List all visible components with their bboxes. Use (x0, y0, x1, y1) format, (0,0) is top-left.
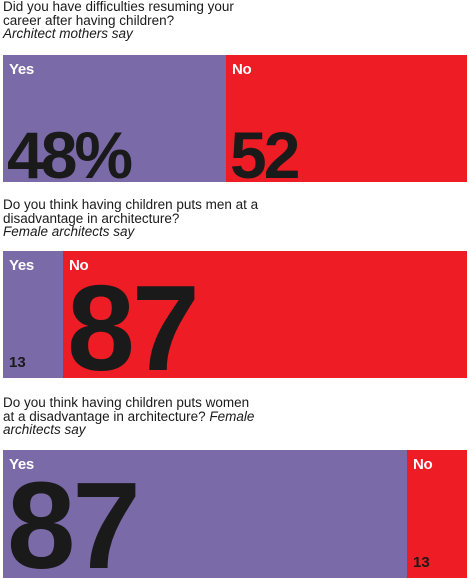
question-2: Do you think having children puts men at… (3, 198, 278, 239)
segment-value: 87 (67, 259, 200, 378)
segment-value: 87 (7, 458, 141, 578)
question-1: Did you have difficulties resuming your … (3, 0, 248, 41)
segment-value: 48% (7, 117, 133, 182)
bar-chart-2: Yes 13 No 87 (3, 251, 467, 378)
segment-value: 13 (413, 554, 430, 571)
bar-segment-yes: Yes 13 (3, 251, 63, 378)
segment-value: 13 (9, 354, 26, 371)
segment-value: 52 (230, 117, 300, 182)
question-3: Do you think having children puts women … (3, 396, 263, 437)
segment-label: Yes (9, 257, 34, 274)
question-1-attribution: Architect mothers say (3, 26, 133, 41)
segment-label: Yes (9, 456, 34, 473)
bar-segment-no: No 13 (407, 450, 467, 578)
bar-segment-no: No 52 (226, 55, 467, 182)
bar-segment-yes: Yes 48% (3, 55, 226, 182)
bar-segment-yes: Yes 87 (3, 450, 407, 578)
segment-label: Yes (9, 61, 34, 78)
question-3-attribution: Female architects say (3, 408, 255, 437)
bar-segment-no: No 87 (63, 251, 467, 378)
segment-label: No (413, 456, 433, 473)
segment-label: No (232, 61, 252, 78)
segment-label: No (69, 257, 89, 274)
question-3-text: Do you think having children puts women … (3, 395, 250, 424)
bar-chart-1: Yes 48% No 52 (3, 55, 467, 182)
question-1-text: Did you have difficulties resuming your … (3, 0, 234, 28)
question-2-text: Do you think having children puts men at… (3, 197, 259, 226)
question-2-attribution: Female architects say (3, 224, 135, 239)
bar-chart-3: Yes 87 No 13 (3, 450, 467, 578)
